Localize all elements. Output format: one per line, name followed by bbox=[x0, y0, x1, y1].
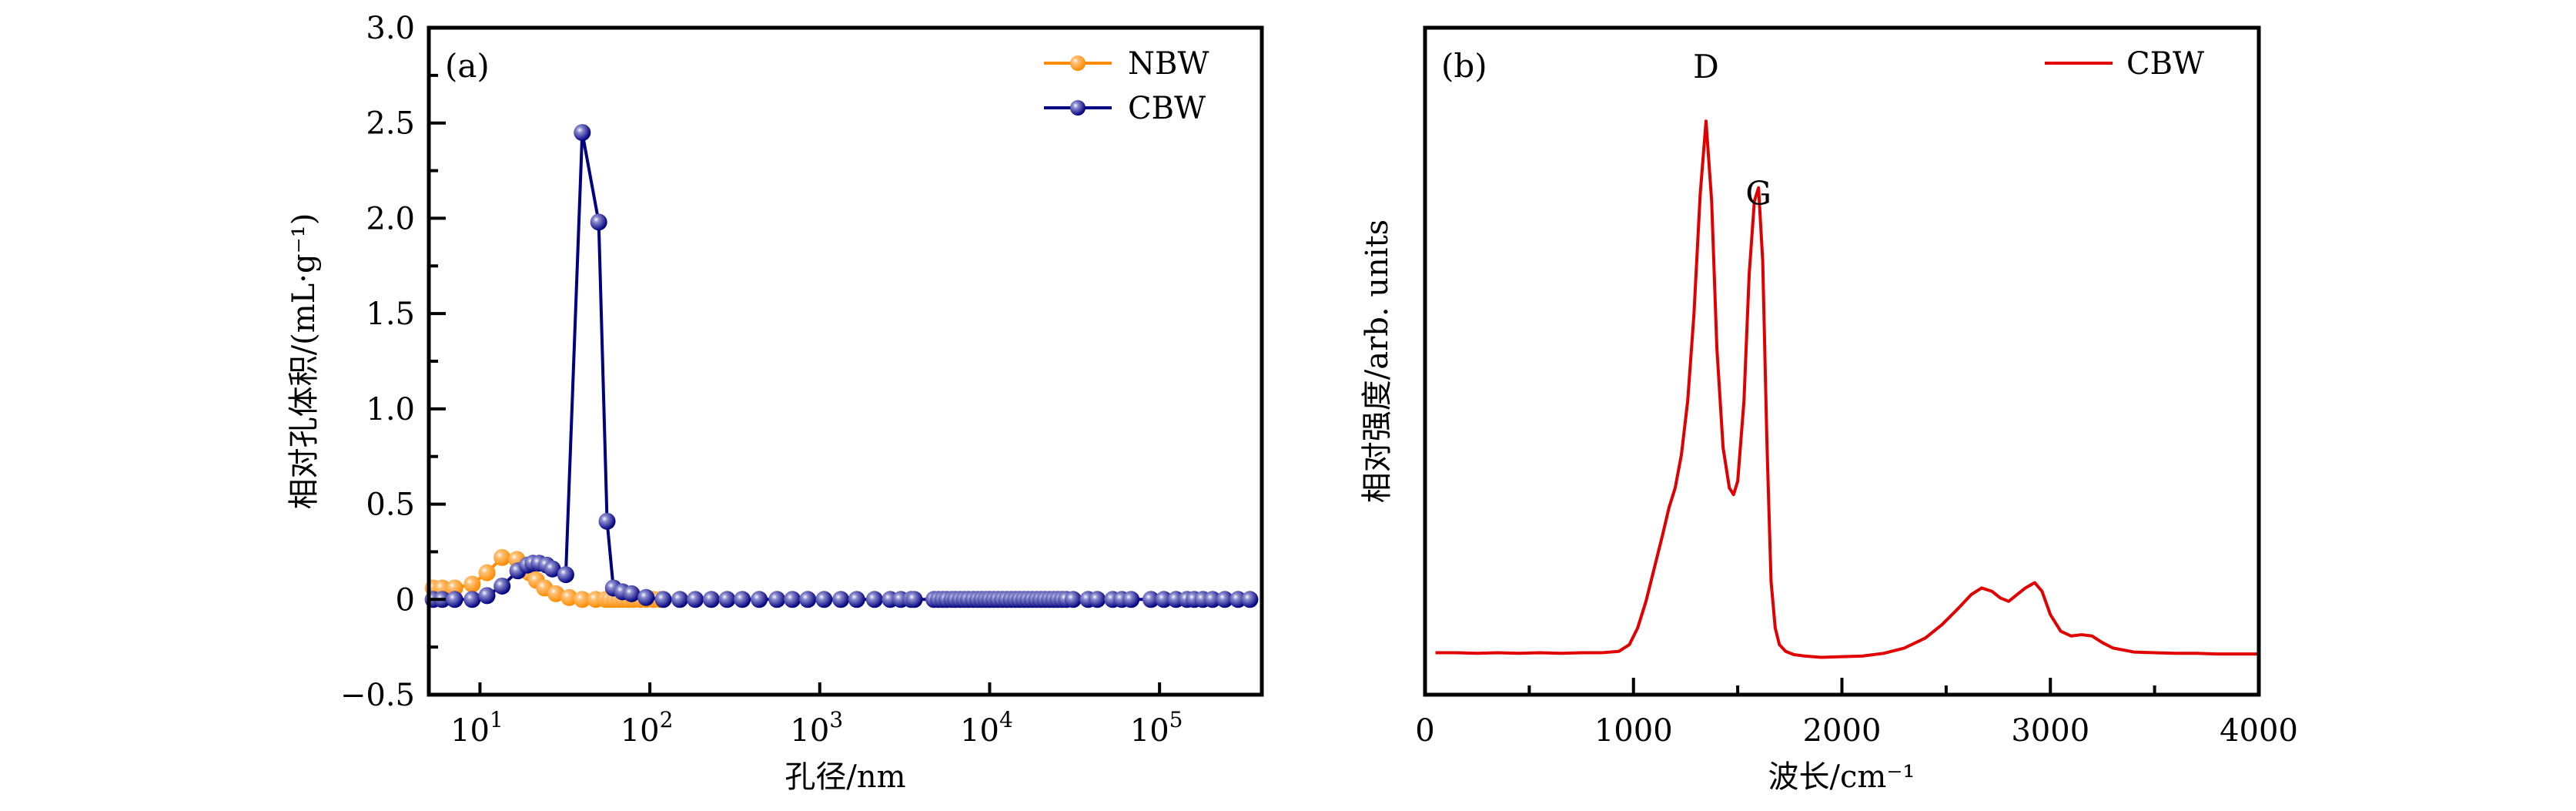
x-axis-label-a: 孔径/nm bbox=[785, 759, 905, 795]
data-point-cbw bbox=[598, 512, 616, 530]
x-tick-label-b: 3000 bbox=[2011, 713, 2089, 749]
data-point-cbw bbox=[1203, 591, 1221, 608]
series-layer-b bbox=[1435, 119, 2259, 659]
y-axis-a: −0.5 0 0.5 1.0 1.5 2.0 2.5 3.0 bbox=[340, 11, 446, 713]
chart-panel-b: 0 1000 2000 3000 4000 (b) 波长/cm⁻¹ 相对强度/arb. … bbox=[1360, 25, 2298, 795]
peak-label-d: D bbox=[1693, 48, 1719, 85]
y-tick-label-a: 0.5 bbox=[366, 488, 415, 523]
x-axis-a: 101 102 103 104 105 bbox=[450, 682, 1183, 749]
plot-frame-b bbox=[1423, 25, 2261, 697]
y-tick-label-a: 2.0 bbox=[366, 201, 415, 236]
legend-item-cbw: CBW bbox=[1044, 91, 1206, 126]
x-tick-label-a: 101 bbox=[450, 707, 503, 749]
data-point-cbw bbox=[1216, 591, 1233, 608]
data-point-cbw bbox=[687, 591, 704, 608]
legend-item-cbw-b: CBW bbox=[2045, 46, 2204, 82]
data-point-cbw bbox=[623, 585, 641, 602]
data-point-cbw bbox=[671, 591, 688, 608]
legend-label-cbw: CBW bbox=[1128, 91, 1206, 126]
data-point-cbw bbox=[784, 591, 801, 608]
x-tick-label-b: 0 bbox=[1415, 713, 1434, 749]
data-point-cbw bbox=[905, 591, 923, 608]
data-point-cbw bbox=[557, 566, 574, 584]
y-axis-label-a: 相对孔体积/(mL·g⁻¹) bbox=[286, 213, 322, 510]
data-point-cbw bbox=[1122, 591, 1140, 608]
data-point-cbw bbox=[463, 591, 481, 608]
data-point-cbw bbox=[702, 591, 720, 608]
x-tick-label-a: 104 bbox=[960, 707, 1013, 749]
data-point-cbw bbox=[637, 588, 655, 606]
x-axis-label-b: 波长/cm⁻¹ bbox=[1768, 759, 1915, 795]
data-point-cbw bbox=[493, 577, 511, 595]
panel-label-b: (b) bbox=[1441, 47, 1487, 85]
data-point-cbw bbox=[799, 591, 817, 608]
x-tick-label-b: 1000 bbox=[1594, 713, 1673, 749]
data-point-cbw bbox=[1142, 591, 1159, 608]
data-point-cbw bbox=[544, 560, 561, 578]
y-tick-label-a: 3.0 bbox=[366, 11, 415, 46]
legend-marker-nbw bbox=[1070, 55, 1086, 71]
data-point-nbw bbox=[547, 585, 565, 602]
data-point-cbw bbox=[718, 591, 736, 608]
x-tick-label-b: 4000 bbox=[2220, 713, 2298, 749]
data-point-cbw bbox=[768, 591, 786, 608]
x-tick-label-a: 103 bbox=[790, 707, 843, 749]
data-point-cbw bbox=[590, 213, 607, 231]
legend-marker-cbw bbox=[1070, 100, 1086, 116]
y-tick-label-a: −0.5 bbox=[340, 678, 415, 713]
y-axis-label-b: 相对强度/arb. units bbox=[1360, 220, 1395, 503]
data-point-cbw bbox=[832, 591, 850, 608]
x-tick-label-b: 2000 bbox=[1803, 713, 1882, 749]
legend-item-nbw: NBW bbox=[1044, 46, 1209, 82]
legend-b: CBW bbox=[2045, 46, 2204, 82]
legend-label-nbw: NBW bbox=[1128, 46, 1209, 82]
data-point-cbw bbox=[1089, 591, 1106, 608]
series-layer-a bbox=[424, 124, 1259, 608]
data-point-cbw bbox=[574, 124, 591, 142]
data-point-cbw bbox=[815, 591, 833, 608]
panel-label-a: (a) bbox=[445, 47, 490, 85]
chart-panel-a: −0.500.51.01.52.02.53.0 101 102 103 104 105 … bbox=[286, 11, 1264, 795]
legend-a: NBW CBW bbox=[1044, 46, 1209, 126]
data-point-cbw bbox=[1241, 591, 1259, 608]
y-tick-label-a: 0 bbox=[396, 582, 415, 618]
series-line-cbw-raman bbox=[1435, 119, 2259, 659]
data-point-cbw bbox=[848, 591, 865, 608]
data-point-cbw bbox=[751, 591, 768, 608]
data-point-nbw bbox=[463, 575, 481, 593]
y-tick-label-a: 1.5 bbox=[366, 297, 415, 332]
data-point-nbw bbox=[560, 588, 578, 606]
data-point-cbw bbox=[478, 587, 496, 605]
data-point-cbw bbox=[1064, 591, 1082, 608]
x-tick-label-a: 105 bbox=[1130, 707, 1183, 749]
data-point-cbw bbox=[1155, 591, 1173, 608]
y-tick-label-a: 2.5 bbox=[366, 106, 415, 142]
data-point-cbw bbox=[734, 591, 751, 608]
peak-label-g: G bbox=[1745, 174, 1771, 212]
x-tick-label-a: 102 bbox=[621, 707, 674, 749]
data-point-cbw bbox=[654, 591, 672, 608]
peak-annotations: DG bbox=[1693, 48, 1771, 213]
series-line-cbw bbox=[433, 132, 1250, 602]
data-point-cbw bbox=[865, 591, 883, 608]
data-point-nbw bbox=[574, 591, 591, 608]
data-point-nbw bbox=[493, 548, 511, 566]
data-point-cbw bbox=[446, 591, 463, 608]
data-point-cbw bbox=[1229, 591, 1247, 608]
legend-label-cbw-b: CBW bbox=[2126, 46, 2204, 82]
data-point-nbw bbox=[478, 564, 496, 581]
x-axis-b: 0 1000 2000 3000 4000 bbox=[1415, 678, 2298, 749]
y-tick-label-a: 1.0 bbox=[366, 392, 415, 427]
